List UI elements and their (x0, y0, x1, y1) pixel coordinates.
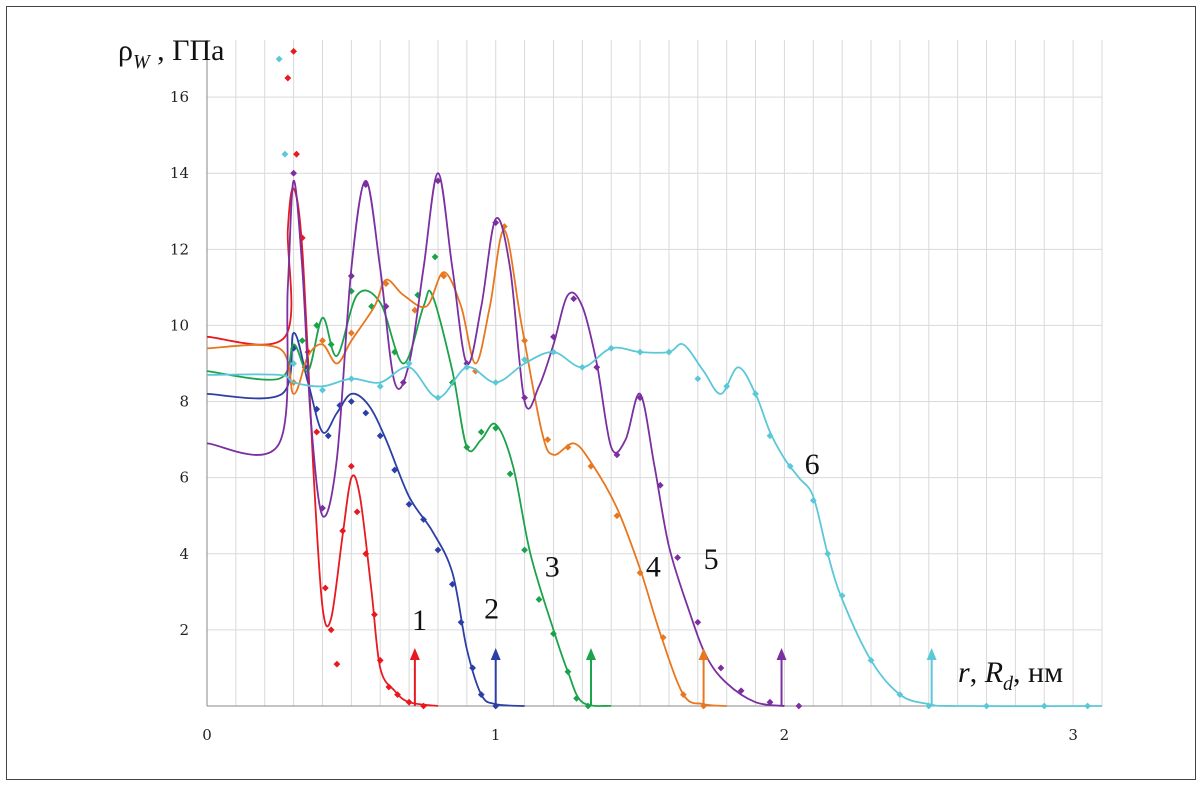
data-point (347, 462, 355, 470)
data-point (353, 508, 361, 516)
data-point (281, 150, 289, 158)
curve-labels: 1 2 3 4 5 6 (412, 448, 820, 637)
radius-arrow (926, 648, 937, 706)
x-tick-label: 0 (202, 726, 212, 744)
data-point (405, 500, 413, 508)
data-point (284, 74, 292, 82)
series-2 (206, 332, 525, 710)
y-tick-label: 14 (170, 164, 189, 182)
radius-arrow (409, 648, 420, 706)
data-point (535, 596, 543, 603)
data-point (298, 337, 306, 345)
series-line (206, 342, 1103, 708)
data-point (324, 432, 332, 440)
data-point (434, 546, 442, 554)
series-5 (206, 169, 803, 710)
radius-arrows (409, 648, 937, 706)
radius-arrow (698, 648, 709, 706)
curve-label: 4 (646, 551, 661, 584)
data-point (290, 169, 298, 177)
data-point (347, 398, 355, 405)
curve-label: 6 (805, 448, 820, 481)
data-point (717, 664, 725, 672)
x-tick-label: 2 (780, 726, 790, 744)
data-point (347, 329, 355, 337)
data-point (319, 337, 326, 345)
curve-label: 2 (484, 592, 499, 625)
y-tick-label: 16 (170, 88, 189, 106)
series-1 (206, 48, 439, 710)
grid (207, 40, 1103, 706)
data-point (477, 428, 485, 436)
series-6 (206, 55, 1103, 710)
series-line (206, 332, 525, 707)
data-point (521, 356, 528, 364)
data-point (376, 382, 384, 390)
data-point (694, 375, 702, 383)
data-point (694, 618, 702, 626)
y-tick-label: 6 (179, 469, 189, 487)
series-layer (206, 48, 1103, 710)
radius-arrow (490, 648, 501, 706)
data-point (362, 409, 370, 417)
data-point (521, 546, 528, 554)
series-line (206, 229, 727, 707)
data-point (327, 626, 335, 634)
data-point (385, 683, 393, 691)
x-tick-label: 1 (491, 726, 501, 744)
x-axis-title: r, Rd, нм (958, 656, 1063, 695)
data-point (434, 177, 442, 185)
y-tick-label: 12 (170, 240, 189, 258)
data-point (321, 584, 329, 592)
data-point (333, 660, 341, 668)
data-point (405, 360, 413, 367)
data-point (431, 253, 439, 261)
y-tick-label: 8 (179, 393, 189, 411)
data-point (376, 432, 384, 440)
y-tick-label: 4 (179, 545, 189, 563)
radius-arrow (585, 648, 596, 706)
data-point (674, 554, 681, 561)
y-tick-label: 2 (179, 621, 189, 639)
y-axis-title: ρW , ГПа (118, 34, 224, 73)
series-line (206, 187, 439, 707)
data-point (506, 470, 514, 478)
curve-label: 5 (704, 543, 719, 576)
radius-arrow (776, 648, 787, 706)
data-point (564, 443, 572, 451)
y-tick-label: 10 (170, 316, 189, 334)
curve-label: 1 (412, 604, 427, 637)
x-tick-label: 3 (1068, 726, 1078, 744)
data-point (411, 306, 419, 314)
curve-label: 3 (545, 551, 560, 584)
data-point (290, 48, 298, 55)
data-point (275, 55, 283, 63)
data-point (293, 150, 300, 158)
data-point (795, 702, 803, 710)
data-point (313, 428, 321, 436)
data-point (319, 386, 326, 394)
axes (206, 40, 1102, 707)
series-line (206, 172, 785, 707)
